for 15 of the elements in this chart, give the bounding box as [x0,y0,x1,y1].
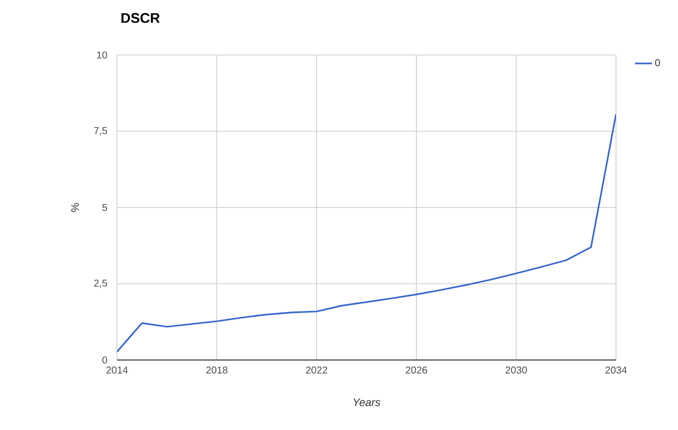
y-tick-label: 10 [97,51,108,59]
y-tick-label: 0 [102,356,108,364]
x-tick-label: 2026 [406,366,428,374]
x-tick-label: 2014 [106,366,128,374]
x-tick-label: 2022 [306,366,328,374]
x-axis-title: Years [354,398,380,406]
x-tick-label: 2018 [206,366,228,374]
y-tick-label: 5 [102,204,108,211]
y-axis-title: % [71,203,79,212]
x-tick-label: 2034 [605,366,627,374]
chart-title: DSCR [121,13,160,23]
legend-label: 0 [655,59,660,66]
x-tick-label: 2030 [506,366,527,374]
y-tick-label: 7,5 [94,127,108,136]
y-tick-label: 2,5 [94,280,108,288]
